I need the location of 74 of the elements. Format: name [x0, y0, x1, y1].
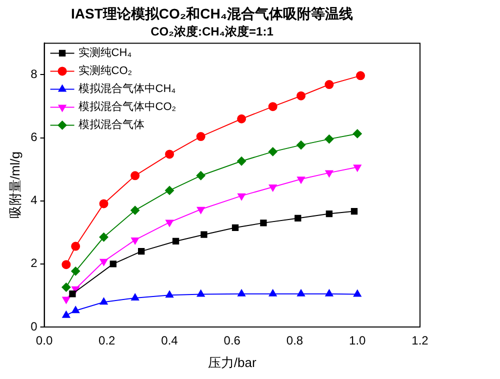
point: [100, 298, 108, 305]
legend-label: 实测纯CO₂: [78, 64, 132, 78]
legend-label: 模拟混合气体中CO₂: [78, 100, 176, 114]
y-tick-label: 8: [30, 67, 38, 82]
y-tick-label: 4: [30, 193, 38, 208]
x-tick-label: 0.4: [161, 334, 178, 348]
point: [260, 220, 267, 226]
point: [297, 289, 305, 296]
y-tick-label: 2: [30, 256, 38, 270]
point: [165, 150, 174, 159]
point: [353, 164, 362, 172]
point: [130, 171, 140, 180]
point: [356, 71, 366, 80]
point: [172, 238, 180, 245]
point: [296, 91, 306, 100]
point: [110, 260, 116, 268]
point: [71, 242, 80, 251]
y-tick-label: 6: [30, 130, 38, 144]
y-axis-title: 吸附量/ml/g: [7, 152, 22, 219]
point: [238, 289, 246, 296]
y-tick-label: 0: [30, 319, 38, 334]
point: [324, 134, 334, 144]
point: [196, 206, 205, 214]
point: [296, 140, 306, 150]
point: [268, 184, 277, 192]
x-tick-label: 0.0: [36, 334, 53, 348]
point: [196, 171, 206, 180]
point: [268, 147, 278, 156]
point: [131, 237, 140, 244]
point: [69, 290, 76, 298]
point: [99, 199, 108, 208]
point: [62, 310, 70, 318]
point: [352, 129, 362, 138]
point: [99, 232, 108, 242]
point: [237, 156, 246, 166]
point: [196, 290, 205, 297]
point: [138, 248, 145, 255]
point: [268, 102, 278, 112]
chart-subtitle: CO₂浓度:CH₄浓度=1:1: [150, 24, 274, 38]
x-tick-label: 1.2: [412, 334, 429, 348]
point: [238, 193, 246, 200]
legend-label: 模拟混合气体: [78, 118, 144, 132]
point: [62, 282, 71, 292]
point: [200, 231, 208, 238]
point: [324, 80, 334, 90]
chart-title: IAST理论模拟CO₂和CH₄混合气体吸附等温线: [70, 5, 354, 22]
point: [237, 114, 246, 124]
point: [326, 210, 333, 218]
legend-label: 模拟混合气体中CH₄: [78, 82, 176, 96]
point: [62, 260, 71, 270]
point: [71, 266, 80, 276]
point: [196, 132, 206, 142]
point: [130, 206, 140, 215]
point: [131, 293, 140, 300]
x-tick-label: 0.8: [286, 334, 304, 348]
x-tick-label: 0.2: [98, 334, 116, 348]
point: [294, 214, 302, 222]
point: [165, 186, 174, 195]
point: [350, 208, 358, 215]
point: [268, 289, 277, 296]
point: [325, 289, 334, 296]
point: [100, 258, 108, 266]
point: [232, 224, 239, 231]
point: [62, 296, 70, 304]
point: [353, 290, 362, 297]
x-tick-label: 1.0: [349, 334, 366, 348]
legend-label: 实测纯CH₄: [78, 46, 132, 60]
point: [166, 220, 174, 227]
point: [325, 170, 334, 178]
x-axis-title: 压力/bar: [208, 354, 258, 370]
point: [166, 290, 174, 298]
point: [297, 176, 305, 184]
point: [72, 306, 80, 314]
x-tick-label: 0.6: [224, 334, 241, 348]
